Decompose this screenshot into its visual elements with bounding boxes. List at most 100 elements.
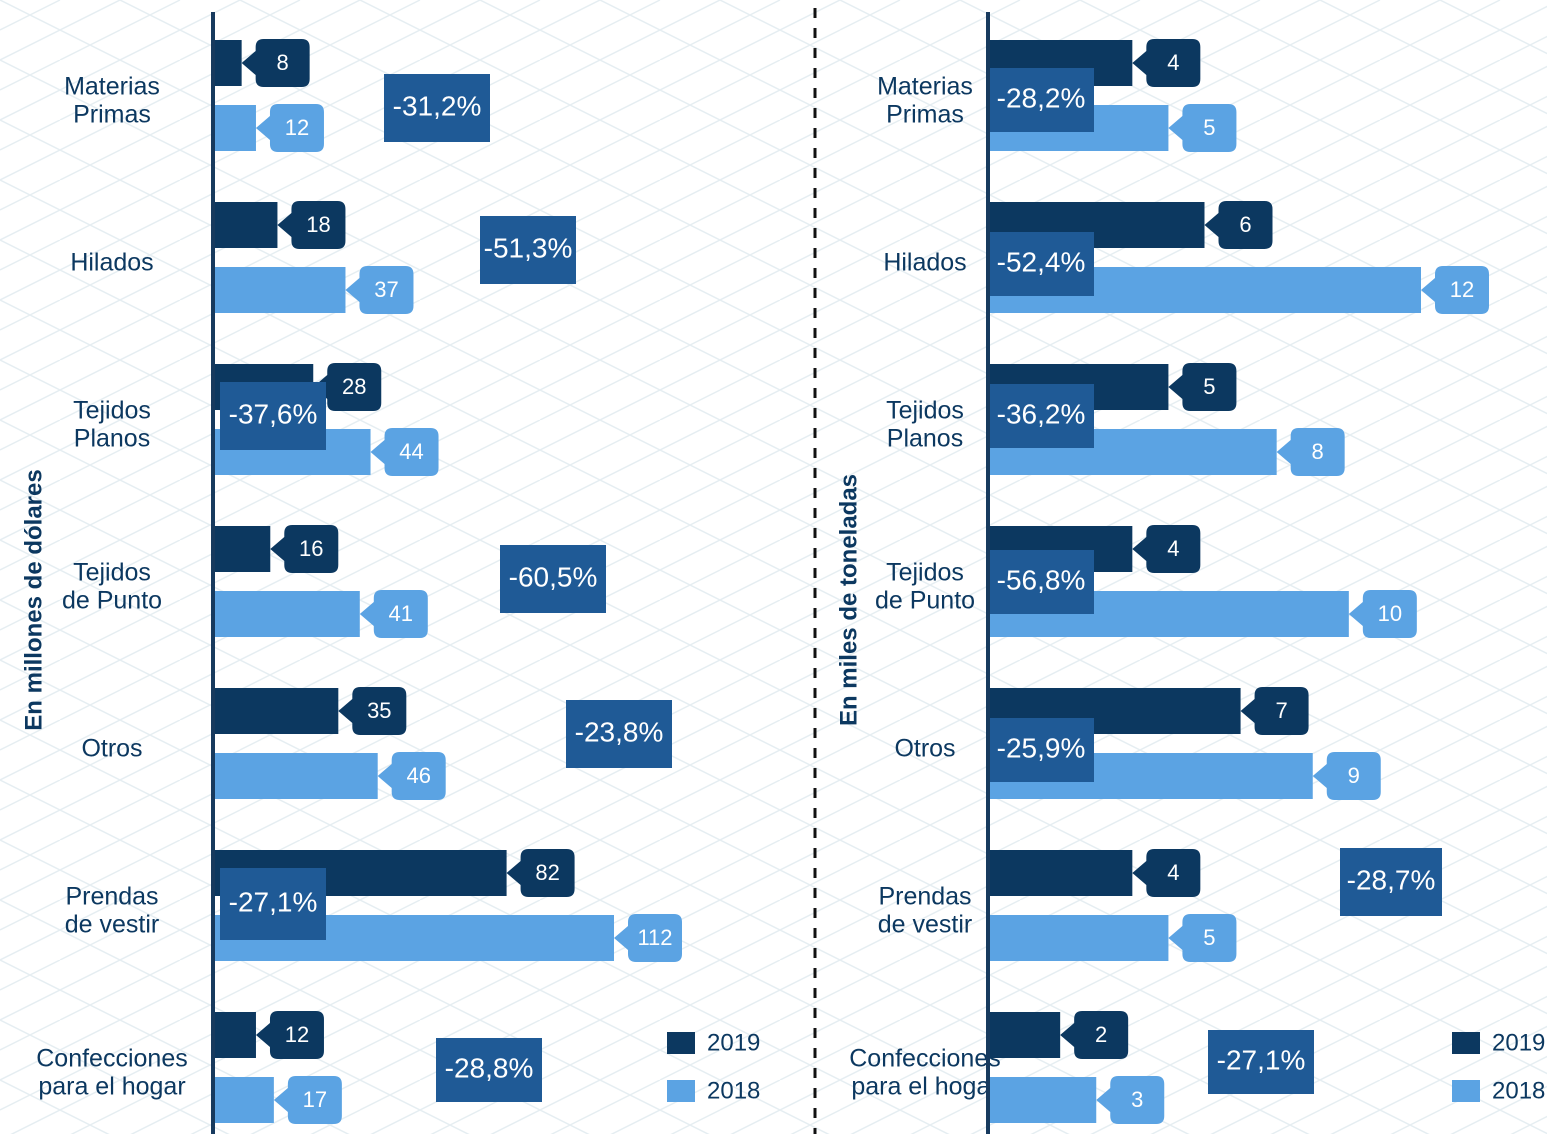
category-label: Confecciones: [849, 1045, 1000, 1073]
value-bubble: [377, 752, 446, 800]
value-bubble: [1312, 752, 1381, 800]
change-label: -56,8%: [997, 564, 1086, 595]
value-bubble: [1168, 363, 1237, 411]
change-label: -23,8%: [575, 716, 664, 747]
y-axis-label: En millones de dólares: [20, 469, 47, 730]
value-label: 8: [1312, 439, 1324, 464]
value-label: 4: [1167, 860, 1179, 885]
bar: [213, 1077, 274, 1123]
value-label: 35: [367, 698, 391, 723]
bar: [213, 267, 346, 313]
change-label: -27,1%: [229, 886, 318, 917]
value-bubble: [255, 104, 324, 152]
legend-label: 2019: [1492, 1029, 1545, 1056]
change-box: [566, 700, 672, 768]
legend-label: 2018: [707, 1077, 760, 1104]
change-box: [220, 382, 326, 450]
value-label: 41: [389, 601, 413, 626]
category-label: Tejidos: [886, 397, 964, 425]
value-bubble: [241, 39, 310, 87]
bar: [988, 915, 1169, 961]
value-bubble: [1240, 687, 1309, 735]
category-label: Hilados: [70, 249, 153, 277]
value-label: 17: [303, 1087, 327, 1112]
bar: [213, 1012, 256, 1058]
change-label: -51,3%: [484, 232, 573, 263]
value-label: 12: [1450, 277, 1474, 302]
value-bubble: [1204, 201, 1273, 249]
value-label: 16: [299, 536, 323, 561]
category-label: Hilados: [883, 249, 966, 277]
value-bubble: [1132, 39, 1201, 87]
value-label: 6: [1239, 212, 1251, 237]
value-label: 4: [1167, 536, 1179, 561]
value-bubble: [345, 266, 414, 314]
change-box: [384, 74, 490, 142]
value-label: 4: [1167, 50, 1179, 75]
value-bubble: [1276, 428, 1345, 476]
value-label: 8: [277, 50, 289, 75]
change-label: -60,5%: [509, 561, 598, 592]
bar: [988, 1012, 1061, 1058]
value-label: 12: [285, 115, 309, 140]
value-bubble: [1132, 849, 1201, 897]
category-label: Tejidos: [886, 559, 964, 587]
change-label: -37,6%: [229, 398, 318, 429]
bar: [213, 591, 360, 637]
legend-swatch: [1452, 1032, 1480, 1054]
value-bubble: [338, 687, 407, 735]
change-label: -28,7%: [1347, 864, 1436, 895]
value-bubble: [273, 1076, 342, 1124]
category-label: Materias: [877, 73, 973, 101]
value-label: 5: [1203, 374, 1215, 399]
category-label: Primas: [886, 101, 964, 129]
change-box: [988, 718, 1094, 782]
bar: [213, 105, 256, 151]
category-label: Primas: [73, 101, 151, 129]
value-label: 12: [285, 1022, 309, 1047]
bar: [213, 753, 378, 799]
legend-label: 2018: [1492, 1077, 1545, 1104]
change-label: -25,9%: [997, 732, 1086, 763]
value-label: 3: [1131, 1087, 1143, 1112]
category-label: Planos: [887, 425, 963, 453]
legend-swatch: [667, 1080, 695, 1102]
category-label: de vestir: [878, 911, 972, 939]
category-label: de Punto: [875, 587, 975, 615]
change-box: [1208, 1030, 1314, 1094]
bar: [213, 688, 339, 734]
value-label: 28: [342, 374, 366, 399]
change-box: [1340, 848, 1442, 916]
value-bubble: [1421, 266, 1489, 314]
category-label: Otros: [81, 735, 142, 763]
category-label: Tejidos: [73, 559, 151, 587]
value-bubble: [370, 428, 439, 476]
change-box: [220, 868, 326, 940]
bar: [213, 202, 278, 248]
legend-label: 2019: [707, 1029, 760, 1056]
category-label: Tejidos: [73, 397, 151, 425]
value-label: 46: [406, 763, 430, 788]
value-label: 18: [306, 212, 330, 237]
change-label: -28,2%: [997, 82, 1086, 113]
category-label: Planos: [74, 425, 150, 453]
change-label: -27,1%: [1217, 1044, 1306, 1075]
value-bubble: [1168, 104, 1237, 152]
y-axis-label: En miles de toneladas: [835, 474, 862, 726]
value-label: 37: [374, 277, 398, 302]
value-bubble: [506, 849, 575, 897]
change-label: -36,2%: [997, 398, 1086, 429]
legend-swatch: [667, 1032, 695, 1054]
change-box: [500, 545, 606, 613]
value-label: 44: [399, 439, 423, 464]
category-label: Otros: [894, 735, 955, 763]
change-box: [988, 68, 1094, 132]
change-label: -31,2%: [393, 90, 482, 121]
value-bubble: [1168, 914, 1237, 962]
bar: [213, 526, 271, 572]
category-label: de vestir: [65, 911, 159, 939]
category-label: Materias: [64, 73, 160, 101]
change-box: [988, 550, 1094, 614]
value-label: 82: [535, 860, 559, 885]
